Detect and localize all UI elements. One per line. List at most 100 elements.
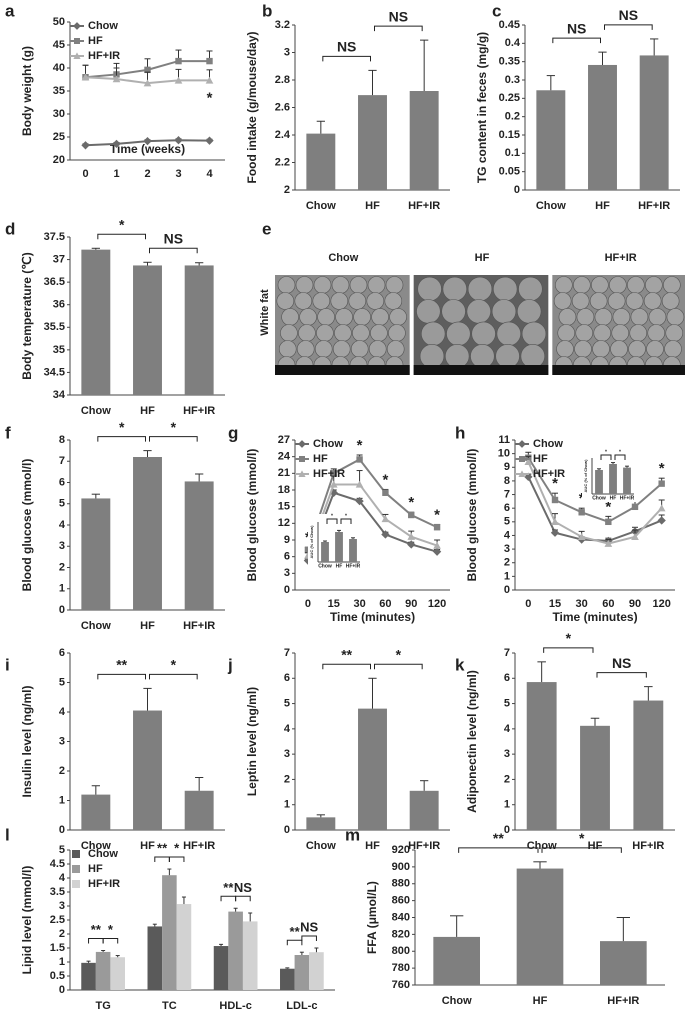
cell [444, 344, 470, 369]
y-tick-label: 5 [59, 498, 65, 510]
marker [356, 456, 363, 463]
x-tick-label: HF [365, 840, 380, 852]
y-tick-label: 780 [392, 962, 410, 974]
marker [329, 480, 338, 488]
bar [280, 968, 295, 990]
cell [348, 292, 367, 310]
x-tick-label: TC [162, 1000, 177, 1012]
annotation: * [659, 460, 665, 477]
y-axis-label: Body weight (g) [20, 46, 34, 136]
error-bar [91, 785, 100, 795]
x-tick-label: HF+IR [638, 200, 670, 212]
y-tick-label: 0.15 [499, 129, 520, 141]
y-tick-label: 2 [284, 184, 290, 196]
y-tick-label: 10 [498, 448, 510, 460]
marker [205, 136, 214, 145]
y-tick-label: 3 [59, 735, 65, 747]
error-bar [86, 960, 91, 963]
marker [578, 509, 585, 516]
y-tick-label: 4 [284, 723, 291, 735]
cell [419, 344, 445, 369]
cell [295, 276, 314, 294]
y-axis-label: AUC (% of Chow) [583, 459, 588, 493]
cell [589, 292, 608, 310]
error-bar [316, 814, 325, 818]
x-tick-label: HF [533, 995, 548, 1007]
bracket [458, 847, 539, 853]
y-axis-label: Body temperature (℃) [20, 252, 34, 380]
marker [112, 139, 121, 149]
annotation: * [434, 506, 440, 523]
x-tick-label: TG [95, 1000, 110, 1012]
panel-letter: e [262, 219, 271, 238]
series-line [306, 483, 438, 556]
bar [213, 946, 229, 990]
x-tick-label: 2 [144, 168, 150, 180]
y-tick-label: 2 [504, 557, 510, 569]
y-tick-label: 2.5 [50, 914, 65, 926]
annotation: NS [234, 880, 252, 895]
bracket [149, 436, 198, 442]
error-bar [616, 917, 630, 942]
cell [349, 276, 368, 294]
y-tick-label: 1 [59, 583, 65, 595]
marker [658, 480, 665, 487]
legend-swatch [72, 880, 80, 888]
error-bar [368, 69, 377, 96]
cell [574, 340, 592, 358]
bar [81, 498, 111, 610]
cell [575, 324, 594, 342]
cell [313, 276, 332, 294]
y-tick-label: 2 [59, 928, 65, 940]
cell [645, 276, 663, 294]
error-bar [337, 529, 341, 532]
x-tick-label: 15 [549, 598, 561, 610]
bar [321, 542, 329, 562]
error-bar [546, 75, 555, 91]
y-tick-label: 9 [504, 461, 510, 473]
series-line [527, 457, 663, 523]
bar [81, 794, 111, 830]
cell [666, 308, 685, 326]
image-title: Chow [328, 252, 358, 264]
legend-swatch [72, 850, 80, 858]
cell [446, 321, 471, 346]
y-tick-label: 0 [514, 184, 520, 196]
x-tick-label: HF [336, 563, 343, 569]
error-bar [299, 951, 304, 955]
error-bar [323, 540, 327, 542]
y-axis-label: Food intake (g/mouse/day) [245, 31, 259, 183]
cell [317, 308, 335, 326]
y-tick-label: 0 [504, 824, 510, 836]
x-tick-label: HF [140, 620, 155, 632]
annotation: * [605, 449, 607, 455]
cell [576, 308, 595, 326]
y-tick-label: 7 [504, 488, 510, 500]
y-tick-label: 1 [504, 570, 510, 582]
cell [610, 340, 628, 358]
x-tick-label: 60 [602, 598, 614, 610]
y-tick-label: 9 [284, 534, 290, 546]
y-axis-label: Lipid level (mmol/l) [20, 866, 34, 975]
cell [593, 324, 612, 342]
marker [519, 456, 525, 462]
error-bar [316, 120, 325, 134]
cell [386, 340, 405, 358]
bracket [604, 24, 653, 30]
panel-letter: b [262, 1, 272, 20]
bracket [552, 37, 601, 44]
y-axis-label: Blood glucose (mmol/l) [245, 449, 259, 582]
cell [366, 292, 385, 310]
marker [605, 518, 612, 526]
x-tick-label: 30 [576, 598, 588, 610]
bar [536, 90, 566, 190]
error-bar [115, 955, 120, 958]
y-axis-label: Leptin level (ng/ml) [245, 687, 259, 796]
x-tick-label: 3 [175, 168, 181, 180]
marker [407, 532, 416, 540]
cell [628, 340, 646, 358]
bracket [168, 856, 185, 863]
error-bar [219, 943, 224, 947]
x-tick-label: 120 [428, 598, 446, 610]
